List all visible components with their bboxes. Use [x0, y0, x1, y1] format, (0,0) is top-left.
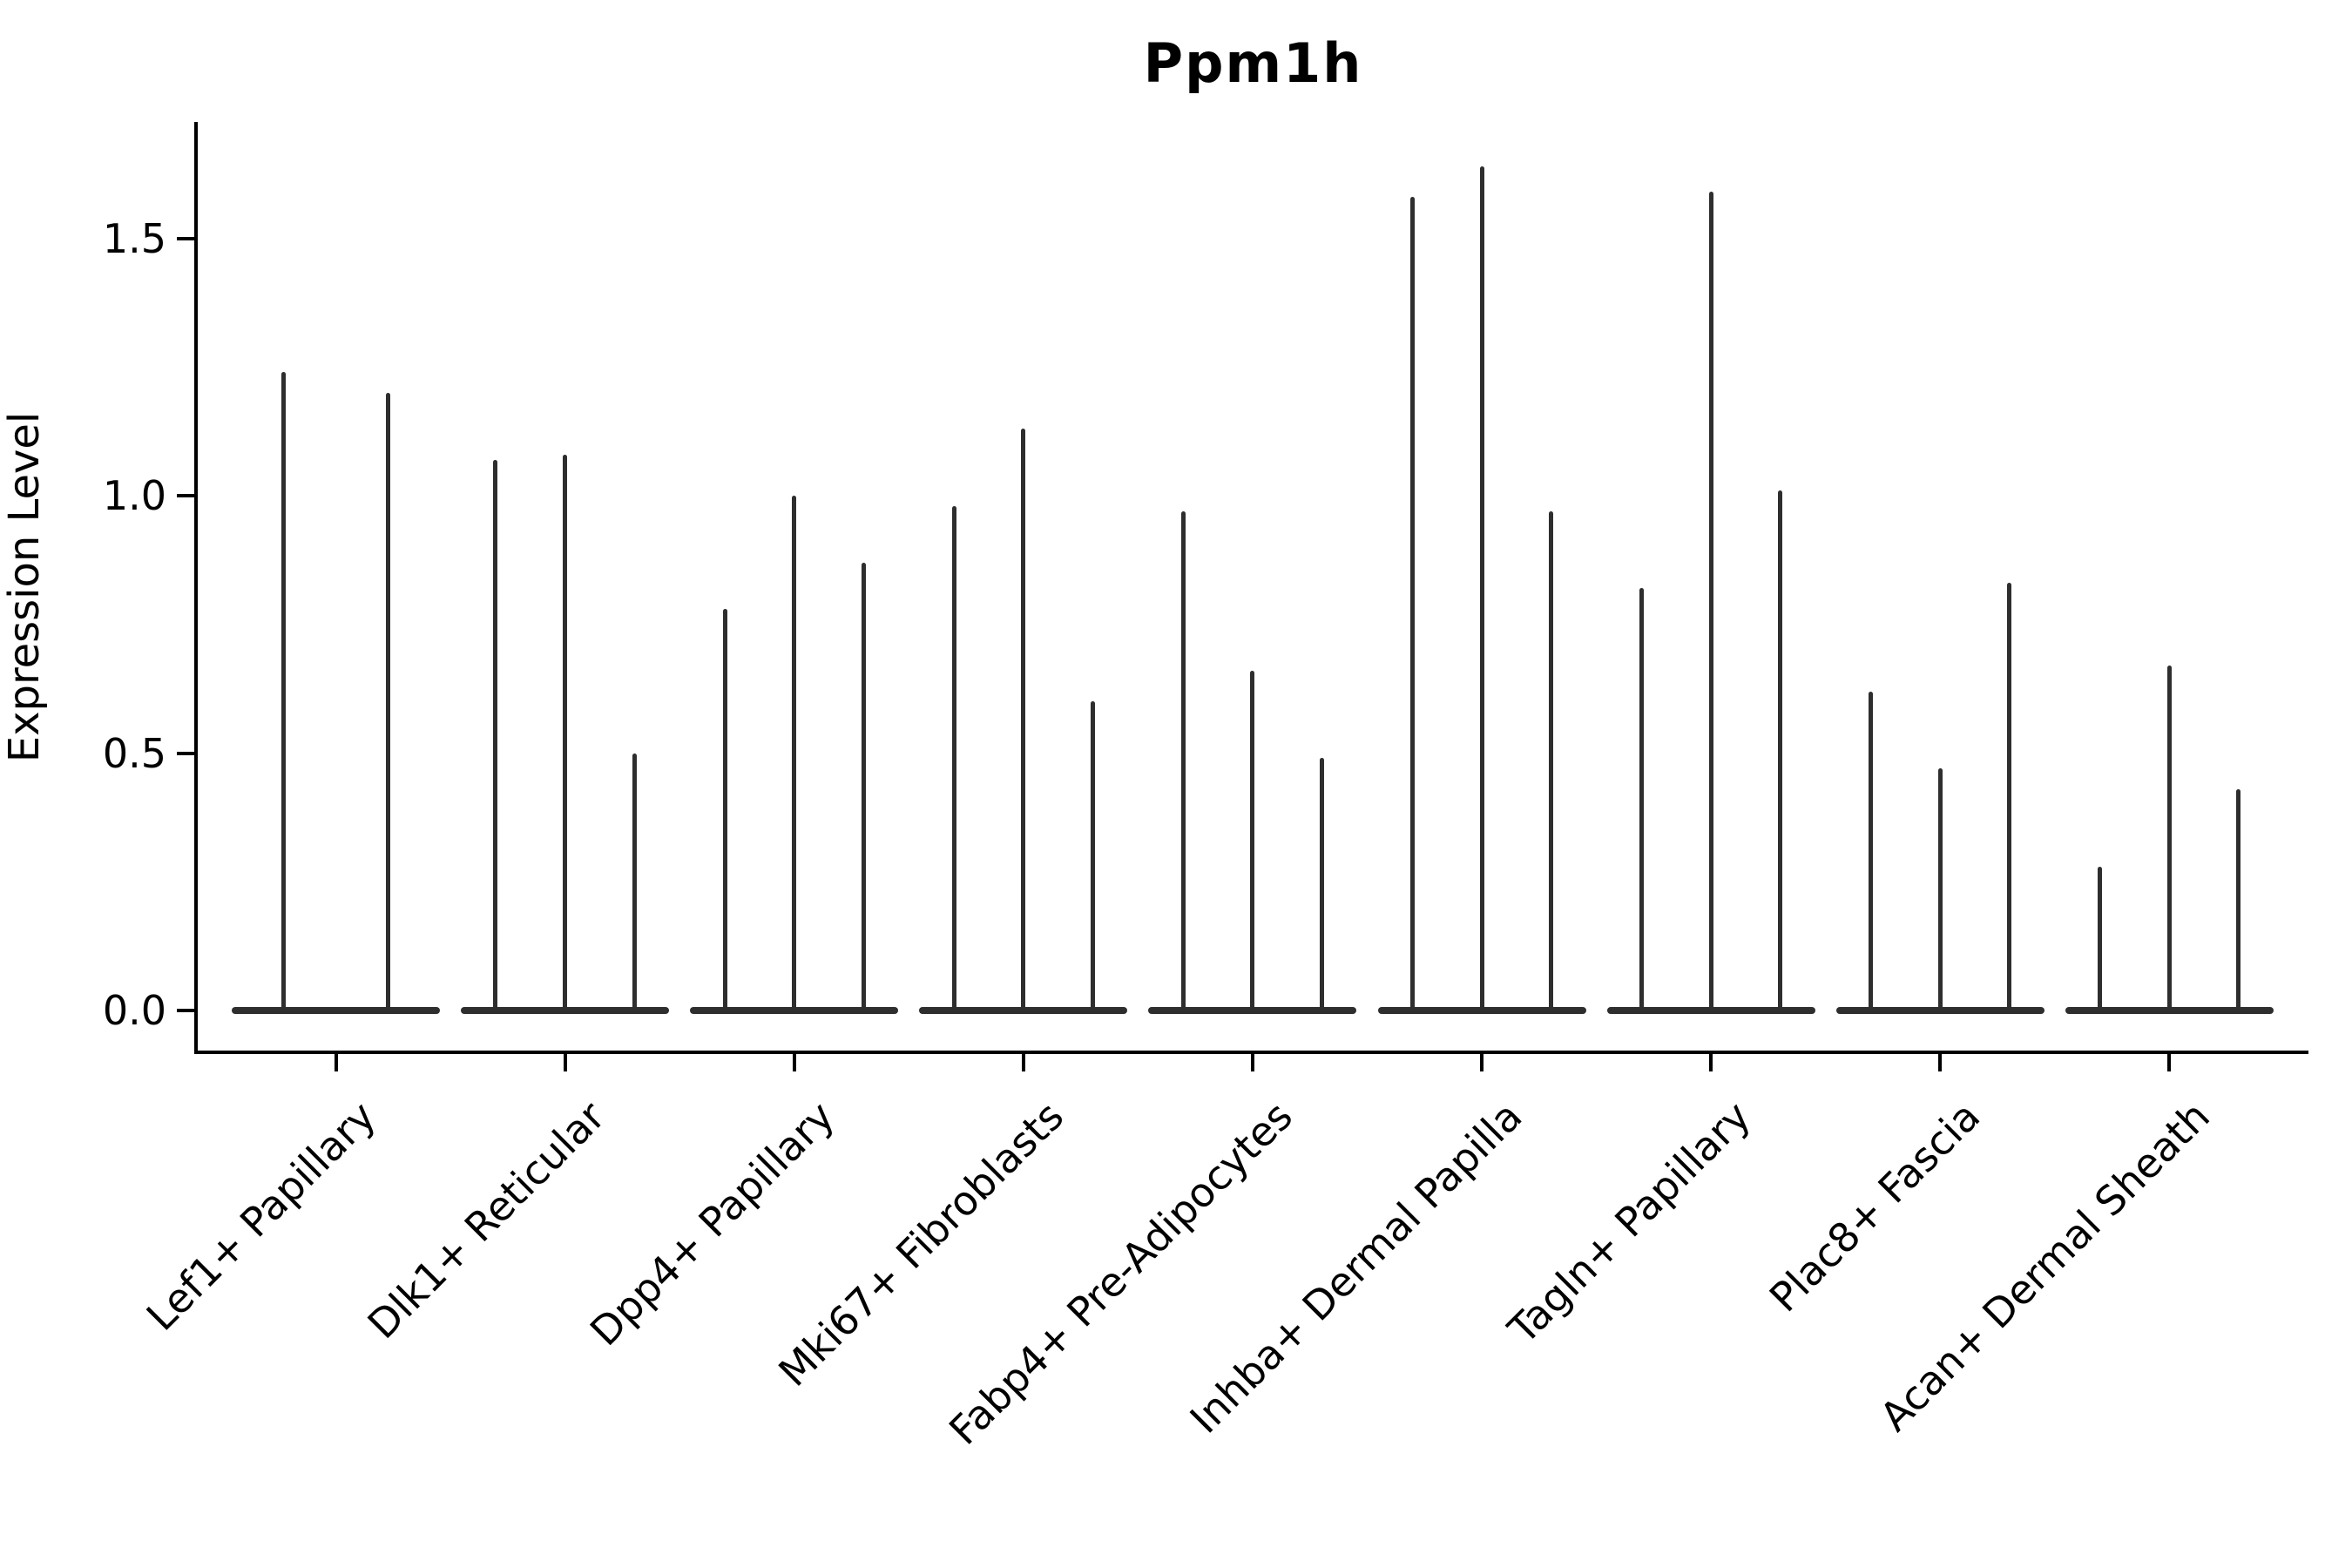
x-tick-label: Tagln+ Papillary [1499, 1092, 1761, 1353]
violin-spike [1708, 192, 1713, 1014]
violin-spike [1778, 490, 1783, 1014]
x-tick [1250, 1054, 1254, 1071]
violin-spike [1869, 691, 1874, 1014]
y-axis-spine [194, 122, 198, 1054]
x-tick [792, 1054, 796, 1071]
violin-spike [1021, 429, 1026, 1014]
chart-title: Ppm1h [1143, 31, 1363, 95]
y-tick-label: 1.0 [102, 472, 166, 519]
y-axis-label: Expression Level [0, 411, 49, 763]
x-tick [1021, 1054, 1025, 1071]
y-tick [177, 236, 194, 240]
violin-spike [1549, 510, 1554, 1014]
y-tick-label: 0.5 [102, 729, 166, 777]
violin-spike [2166, 666, 2172, 1014]
violin-baseline [232, 1007, 440, 1014]
y-tick-label: 0.0 [102, 987, 166, 1034]
violin-spike [951, 505, 956, 1014]
x-tick [1709, 1054, 1713, 1071]
x-axis-spine [194, 1051, 2308, 1054]
violin-spike [1479, 166, 1484, 1014]
violin-spike [632, 753, 637, 1014]
x-tick [563, 1054, 567, 1071]
violin-spike [792, 496, 797, 1014]
y-tick-label: 1.5 [102, 214, 166, 262]
y-tick [177, 1009, 194, 1012]
violin-spike [861, 562, 866, 1014]
x-tick-label: Dlk1+ Reticular [358, 1092, 614, 1348]
x-tick [2167, 1054, 2172, 1071]
x-tick [1480, 1054, 1484, 1071]
y-tick [177, 494, 194, 497]
violin-spike [1180, 510, 1186, 1014]
violin-spike [281, 372, 287, 1014]
x-tick-label: Dpp4+ Papillary [580, 1092, 843, 1355]
x-tick-label: Lef1+ Papillary [137, 1092, 385, 1340]
x-tick [1938, 1054, 1943, 1071]
violin-spike [2098, 866, 2103, 1014]
violin-spike [1250, 670, 1255, 1014]
x-tick [334, 1054, 338, 1071]
violin-spike [563, 454, 568, 1014]
violin-spike [1090, 701, 1095, 1014]
y-tick [177, 751, 194, 755]
violin-spike [2007, 583, 2012, 1014]
violin-spike [1937, 768, 1943, 1014]
violin-spike [2236, 788, 2241, 1014]
violin-spike [722, 609, 727, 1014]
x-tick-label: Plac8+ Fascia [1760, 1092, 1990, 1321]
violin-spike [493, 459, 498, 1014]
violin-spike [1409, 197, 1415, 1014]
violin-spike [1639, 588, 1644, 1014]
violin-spike [385, 392, 390, 1014]
violin-spike [1320, 758, 1325, 1014]
